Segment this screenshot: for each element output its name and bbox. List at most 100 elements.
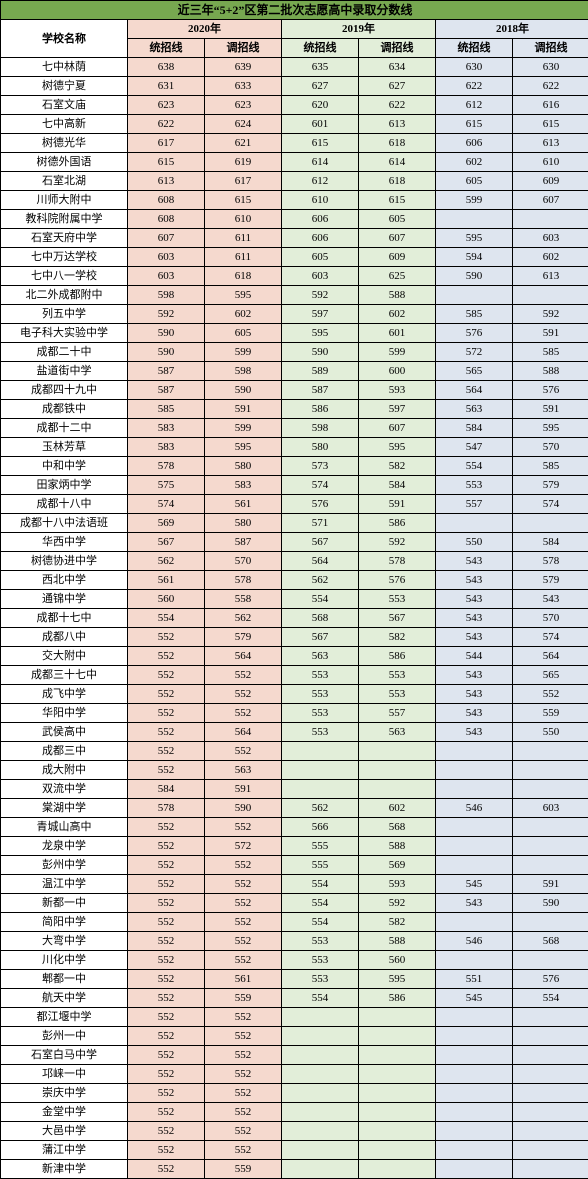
table-row: 郫都一中552561553595551576 xyxy=(1,970,588,989)
score-2019-tiao: 553 xyxy=(359,590,436,609)
score-2019-tiao xyxy=(359,780,436,799)
score-2018-tong: 547 xyxy=(436,438,513,457)
score-2019-tong: 603 xyxy=(282,267,359,286)
score-2020-tong: 592 xyxy=(128,305,205,324)
score-2020-tiao: 552 xyxy=(205,856,282,875)
table-row: 石室北湖613617612618605609 xyxy=(1,172,588,191)
table-row: 蒲江中学552552 xyxy=(1,1141,588,1160)
score-2019-tong: 586 xyxy=(282,400,359,419)
score-2019-tiao: 607 xyxy=(359,419,436,438)
score-2020-tiao: 617 xyxy=(205,172,282,191)
score-2019-tong: 554 xyxy=(282,875,359,894)
score-2019-tong: 610 xyxy=(282,191,359,210)
sub-2018-1: 统招线 xyxy=(436,39,513,58)
score-2018-tong: 585 xyxy=(436,305,513,324)
score-2018-tiao xyxy=(513,818,588,837)
score-2019-tong: 612 xyxy=(282,172,359,191)
score-2018-tiao: 584 xyxy=(513,533,588,552)
score-2018-tong xyxy=(436,818,513,837)
table-row: 成都二十中590599590599572585 xyxy=(1,343,588,362)
school-name: 成都三中 xyxy=(1,742,128,761)
score-2019-tiao: 609 xyxy=(359,248,436,267)
table-row: 列五中学592602597602585592 xyxy=(1,305,588,324)
score-2018-tiao: 615 xyxy=(513,115,588,134)
score-2019-tiao xyxy=(359,761,436,780)
score-2020-tiao: 599 xyxy=(205,343,282,362)
score-2018-tiao: 585 xyxy=(513,343,588,362)
score-2018-tiao: 602 xyxy=(513,248,588,267)
score-2018-tiao: 603 xyxy=(513,229,588,248)
score-2020-tiao: 583 xyxy=(205,476,282,495)
score-2019-tong: 555 xyxy=(282,856,359,875)
score-2018-tiao: 576 xyxy=(513,381,588,400)
score-2018-tiao xyxy=(513,286,588,305)
score-2020-tong: 552 xyxy=(128,761,205,780)
score-2019-tiao: 560 xyxy=(359,951,436,970)
score-2018-tong xyxy=(436,1141,513,1160)
score-2018-tong: 544 xyxy=(436,647,513,666)
score-2020-tong: 574 xyxy=(128,495,205,514)
score-2020-tong: 590 xyxy=(128,343,205,362)
score-2019-tong: 635 xyxy=(282,58,359,77)
score-2020-tong: 587 xyxy=(128,381,205,400)
score-2020-tiao: 578 xyxy=(205,571,282,590)
score-2018-tiao xyxy=(513,1160,588,1179)
score-2020-tiao: 563 xyxy=(205,761,282,780)
score-2020-tiao: 559 xyxy=(205,1160,282,1179)
score-2018-tong xyxy=(436,856,513,875)
table-row: 石室文庙623623620622612616 xyxy=(1,96,588,115)
score-2020-tiao: 552 xyxy=(205,951,282,970)
school-name: 新津中学 xyxy=(1,1160,128,1179)
score-2019-tiao: 586 xyxy=(359,647,436,666)
score-2020-tong: 552 xyxy=(128,894,205,913)
school-name: 成都三十七中 xyxy=(1,666,128,685)
score-2020-tiao: 639 xyxy=(205,58,282,77)
score-2020-tong: 585 xyxy=(128,400,205,419)
score-2020-tiao: 552 xyxy=(205,932,282,951)
score-2018-tiao: 564 xyxy=(513,647,588,666)
score-2019-tong: 598 xyxy=(282,419,359,438)
score-2018-tiao: 574 xyxy=(513,628,588,647)
table-row: 七中林荫638639635634630630 xyxy=(1,58,588,77)
score-2020-tiao: 552 xyxy=(205,685,282,704)
score-2019-tiao: 588 xyxy=(359,286,436,305)
score-2020-tong: 613 xyxy=(128,172,205,191)
score-2018-tiao: 591 xyxy=(513,400,588,419)
score-2020-tong: 623 xyxy=(128,96,205,115)
score-2018-tong xyxy=(436,837,513,856)
school-name: 交大附中 xyxy=(1,647,128,666)
school-name: 石室北湖 xyxy=(1,172,128,191)
score-2018-tong: 543 xyxy=(436,552,513,571)
score-2020-tong: 552 xyxy=(128,1027,205,1046)
score-2018-tiao xyxy=(513,951,588,970)
school-name: 田家炳中学 xyxy=(1,476,128,495)
score-2019-tiao: 582 xyxy=(359,457,436,476)
score-2018-tiao xyxy=(513,780,588,799)
score-2019-tong xyxy=(282,761,359,780)
score-2019-tiao: 602 xyxy=(359,305,436,324)
score-2018-tiao: 609 xyxy=(513,172,588,191)
school-name: 成都四十九中 xyxy=(1,381,128,400)
score-2020-tiao: 552 xyxy=(205,875,282,894)
table-row: 石室天府中学607611606607595603 xyxy=(1,229,588,248)
school-name: 华阳中学 xyxy=(1,704,128,723)
school-name: 成都二十中 xyxy=(1,343,128,362)
score-2018-tiao: 592 xyxy=(513,305,588,324)
score-2020-tiao: 552 xyxy=(205,818,282,837)
score-2018-tong: 595 xyxy=(436,229,513,248)
score-2019-tiao: 613 xyxy=(359,115,436,134)
score-2020-tong: 575 xyxy=(128,476,205,495)
score-table: 近三年“5+2”区第二批次志愿高中录取分数线 学校名称 2020年 2019年 … xyxy=(0,0,588,1179)
score-2020-tong: 552 xyxy=(128,837,205,856)
score-2020-tiao: 633 xyxy=(205,77,282,96)
school-name: 崇庆中学 xyxy=(1,1084,128,1103)
score-2018-tiao: 591 xyxy=(513,324,588,343)
score-2018-tong: 550 xyxy=(436,533,513,552)
score-2018-tiao: 554 xyxy=(513,989,588,1008)
table-row: 七中八一学校603618603625590613 xyxy=(1,267,588,286)
sub-2019-2: 调招线 xyxy=(359,39,436,58)
score-2020-tiao: 615 xyxy=(205,191,282,210)
score-2019-tong: 595 xyxy=(282,324,359,343)
table-row: 大邑中学552552 xyxy=(1,1122,588,1141)
score-2018-tiao: 570 xyxy=(513,609,588,628)
